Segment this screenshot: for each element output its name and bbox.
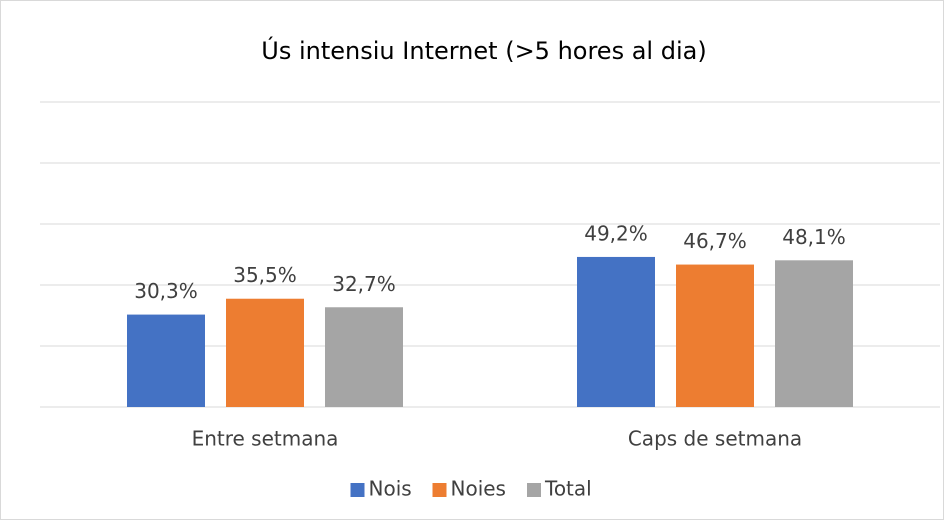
bar [127,314,205,407]
legend-swatch [432,483,447,497]
data-label: 46,7% [683,229,747,253]
legend-swatch [350,483,365,497]
x-tick-label: Caps de setmana [628,427,802,451]
data-label: 48,1% [782,225,846,249]
bar [577,256,655,407]
data-label: 30,3% [134,279,198,303]
legend-label: Nois [369,477,412,501]
bar [226,298,304,407]
data-label: 35,5% [233,263,297,287]
chart-title: Ús intensiu Internet (>5 hores al dia) [261,35,706,65]
bar [325,307,403,407]
bar [676,264,754,407]
x-tick-label: Entre setmana [192,427,339,451]
legend-label: Total [544,477,592,501]
data-label: 49,2% [584,221,648,245]
legend-label: Noies [451,477,506,501]
data-label: 32,7% [332,272,396,296]
bar [775,260,853,407]
legend-swatch [527,483,541,497]
